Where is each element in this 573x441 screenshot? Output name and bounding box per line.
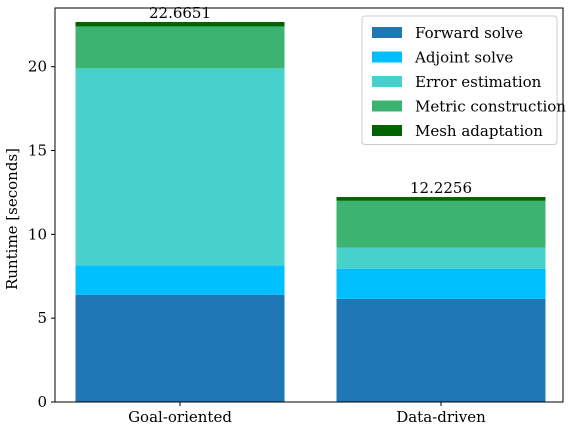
x-tick-label: Data-driven: [396, 408, 486, 426]
bars-layer: [75, 21, 546, 402]
bar-segment: [75, 265, 285, 295]
y-tick-label: 0: [37, 393, 47, 411]
y-tick-label: 10: [28, 225, 47, 243]
y-ticks: 0 5 10 15 20: [28, 58, 55, 411]
legend-swatch: [372, 51, 402, 63]
bar-segment: [336, 247, 546, 269]
legend-label: Mesh adaptation: [415, 122, 543, 140]
bar-segment: [336, 200, 546, 248]
legend-label: Forward solve: [415, 24, 523, 42]
bar-segment: [75, 68, 285, 266]
legend-swatch: [372, 125, 402, 136]
bar-segment: [75, 21, 285, 27]
y-tick-label: 15: [28, 142, 47, 160]
legend-box: [361, 15, 558, 145]
x-ticks: Goal-oriented Data-driven: [128, 402, 486, 426]
y-tick-label: 5: [37, 309, 47, 327]
legend-swatch: [372, 76, 402, 87]
legend-label: Error estimation: [415, 73, 542, 91]
legend-label: Metric construction: [415, 98, 566, 116]
bar-segment: [336, 197, 546, 201]
bar-segment: [75, 294, 285, 402]
legend-swatch: [372, 100, 402, 112]
bar-segment: [336, 268, 546, 299]
axes: [54, 7, 564, 403]
x-tick-label: Goal-oriented: [128, 408, 232, 426]
bar-segment: [75, 26, 285, 69]
bar-total-label: 22.6651: [149, 4, 211, 22]
y-tick-label: 20: [28, 58, 47, 76]
legend: Forward solve Adjoint solve Error estimati…: [361, 15, 566, 145]
legend-swatch: [372, 27, 402, 38]
plot-frame: [54, 7, 564, 403]
bar-total-label: 12.2256: [410, 179, 472, 197]
legend-label: Adjoint solve: [414, 49, 513, 67]
bar-segment: [336, 298, 546, 402]
y-axis-label: Runtime [seconds]: [3, 148, 21, 290]
